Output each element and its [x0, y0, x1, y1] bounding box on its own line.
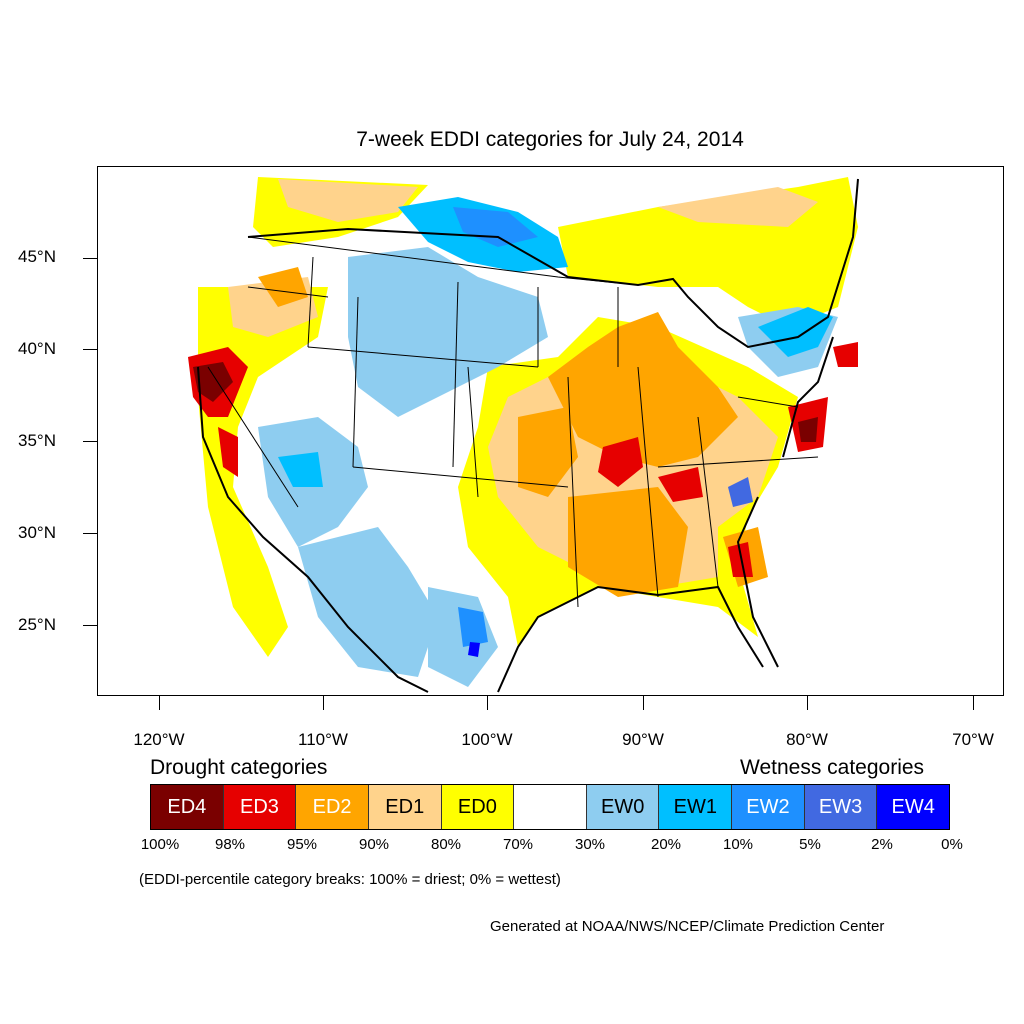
legend-box-ed0: ED0 [441, 785, 515, 829]
map-title: 7-week EDDI categories for July 24, 2014 [356, 128, 744, 151]
lon-label-90: 90°W [622, 730, 664, 749]
state-boundaries [207, 236, 819, 608]
pct-break-80: 80% [430, 836, 462, 853]
pct-break-10: 10% [722, 836, 754, 853]
legend-colorbar: ED4 ED3 ED2 ED1 ED0 EW0 EW1 EW2 EW3 EW4 [150, 784, 950, 830]
lat-tick-30 [83, 533, 97, 534]
ew0-areas [258, 247, 838, 687]
lon-tick-100 [487, 696, 488, 710]
eddi-map [188, 167, 898, 693]
legend-box-ew2: EW2 [732, 785, 805, 829]
ed4-areas [193, 362, 818, 442]
lon-tick-90 [643, 696, 644, 710]
legend-box-ed3: ED3 [223, 785, 297, 829]
legend-box-ed2: ED2 [296, 785, 369, 829]
legend-box-ed1: ED1 [368, 785, 442, 829]
pct-break-20: 20% [650, 836, 682, 853]
lon-tick-120 [159, 696, 160, 710]
lon-tick-80 [807, 696, 808, 710]
legend-box-ed4: ED4 [151, 785, 224, 829]
pct-break-70: 70% [502, 836, 534, 853]
category-note: (EDDI-percentile category breaks: 100% =… [139, 871, 561, 888]
map-frame [97, 166, 1004, 696]
lon-tick-110 [323, 696, 324, 710]
wetness-heading: Wetness categories [740, 756, 925, 779]
lat-label-25: 25°N [18, 615, 56, 634]
pct-break-0: 0% [941, 836, 963, 853]
ew4-areas [468, 642, 480, 657]
national-outline [197, 178, 859, 693]
lat-tick-40 [83, 349, 97, 350]
lat-tick-45 [83, 258, 97, 259]
legend-box-normal [514, 785, 587, 829]
lon-label-120: 120°W [133, 730, 185, 749]
legend-box-ew1: EW1 [659, 785, 733, 829]
lat-label-30: 30°N [18, 523, 56, 542]
lat-tick-25 [83, 625, 97, 626]
lat-label-35: 35°N [18, 431, 56, 450]
lon-label-80: 80°W [786, 730, 828, 749]
pct-break-90: 90% [358, 836, 390, 853]
lat-label-40: 40°N [18, 339, 56, 358]
legend-box-ew0: EW0 [586, 785, 660, 829]
lat-tick-35 [83, 441, 97, 442]
lon-label-70: 70°W [952, 730, 994, 749]
pct-break-2: 2% [871, 836, 893, 853]
ew2-areas [453, 207, 538, 647]
pct-break-95: 95% [286, 836, 318, 853]
lon-label-100: 100°W [461, 730, 513, 749]
pct-break-98: 98% [214, 836, 246, 853]
drought-heading: Drought categories [150, 756, 328, 779]
pct-break-30: 30% [574, 836, 606, 853]
ew3-areas [728, 477, 753, 507]
legend-box-ew4: EW4 [877, 785, 950, 829]
lat-label-45: 45°N [18, 247, 56, 266]
pct-break-100: 100% [140, 836, 180, 853]
credit-line: Generated at NOAA/NWS/NCEP/Climate Predi… [490, 918, 885, 935]
pct-break-5: 5% [799, 836, 821, 853]
legend-box-ew3: EW3 [804, 785, 878, 829]
lon-tick-70 [973, 696, 974, 710]
lon-label-110: 110°W [298, 730, 348, 749]
